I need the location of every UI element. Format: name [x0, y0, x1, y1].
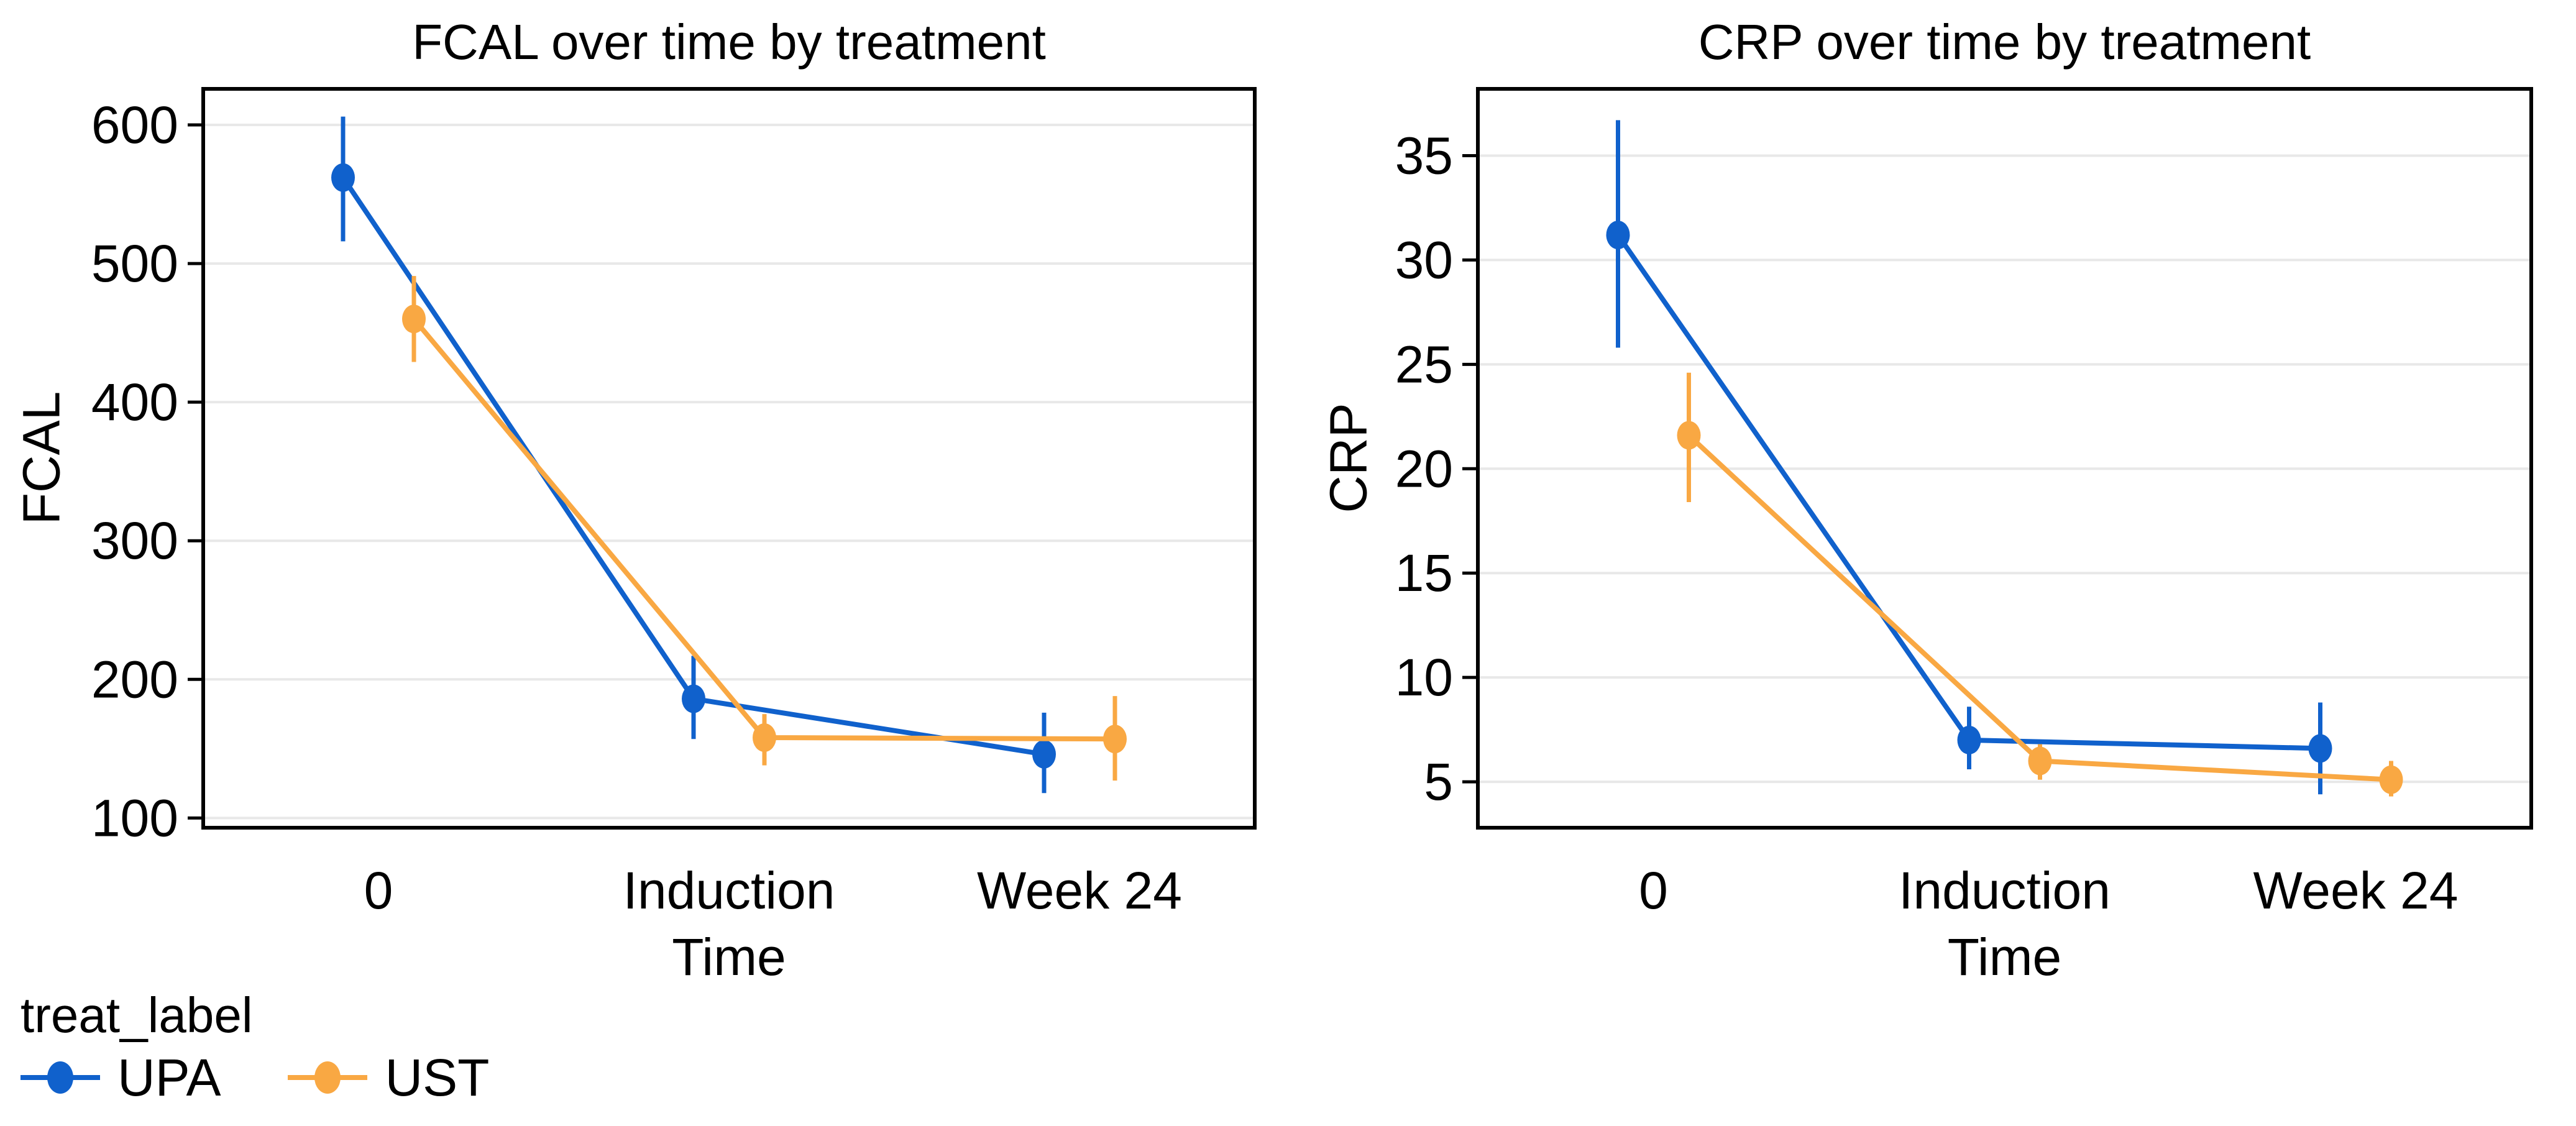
fcal-panel: 100 200 300 400 500 600 0 Induction Week 24	[91, 87, 1257, 920]
series-ust	[1677, 372, 2403, 797]
y-tick-label: 5	[1424, 753, 1453, 811]
crp-panel: 5 10 15 20 25 30 35 0 Induction Week 24	[1395, 87, 2533, 920]
x-tick-label: Induction	[1899, 861, 2111, 920]
legend-label-ust: UST	[385, 1048, 490, 1107]
plot-border	[1476, 87, 2533, 830]
x-tick-label: Week 24	[2253, 861, 2459, 920]
data-point	[682, 684, 705, 713]
y-tick-label: 20	[1395, 439, 1453, 498]
y-tick-label: 25	[1395, 335, 1453, 393]
data-point	[1032, 739, 1056, 769]
y-tick-label: 500	[91, 234, 178, 293]
series-ust	[402, 276, 1127, 781]
crp-chart-title: CRP over time by treatment	[1698, 14, 2311, 70]
plot-border	[201, 87, 1257, 830]
crp-y-axis-label: CRP	[1319, 403, 1378, 513]
y-tick-label: 30	[1395, 231, 1453, 289]
ust-line-dot-icon	[288, 1054, 368, 1101]
data-point	[1957, 725, 1981, 754]
data-point	[331, 163, 355, 192]
x-tick-label: Induction	[623, 861, 835, 920]
data-point	[1677, 421, 1701, 450]
y-tick-label: 15	[1395, 544, 1453, 602]
legend-entry-ust: UST	[288, 1051, 489, 1104]
y-tick-label: 600	[91, 96, 178, 154]
legend: UPA UST	[21, 1051, 489, 1104]
legend-entry-upa: UPA	[21, 1051, 221, 1104]
legend-label-upa: UPA	[117, 1048, 221, 1107]
series-upa	[331, 116, 1056, 794]
x-tick-label: 0	[1639, 861, 1668, 920]
data-point	[753, 723, 776, 752]
y-tick-label: 400	[91, 373, 178, 431]
crp-x-axis-label: Time	[1947, 928, 2062, 986]
upa-line-dot-icon	[21, 1054, 100, 1101]
y-tick-label: 200	[91, 650, 178, 708]
y-tick-label: 10	[1395, 648, 1453, 707]
series-upa	[1606, 120, 2332, 795]
fcal-chart-title: FCAL over time by treatment	[412, 14, 1046, 70]
y-tick-label: 35	[1395, 126, 1453, 185]
data-point	[2028, 746, 2052, 776]
fcal-x-axis-label: Time	[672, 928, 786, 986]
data-point	[1606, 221, 1630, 250]
fcal-y-axis-label: FCAL	[12, 391, 71, 525]
y-tick-label: 100	[91, 789, 178, 847]
x-tick-label: 0	[364, 861, 393, 920]
data-point	[1103, 725, 1127, 754]
x-tick-label: Week 24	[977, 861, 1182, 920]
data-point	[2379, 765, 2403, 794]
y-tick-label: 300	[91, 511, 178, 570]
series-line	[1616, 233, 2321, 751]
legend-title: treat_label	[21, 987, 253, 1043]
data-point	[2308, 734, 2332, 763]
data-point	[402, 304, 426, 334]
series-line	[411, 317, 1116, 742]
